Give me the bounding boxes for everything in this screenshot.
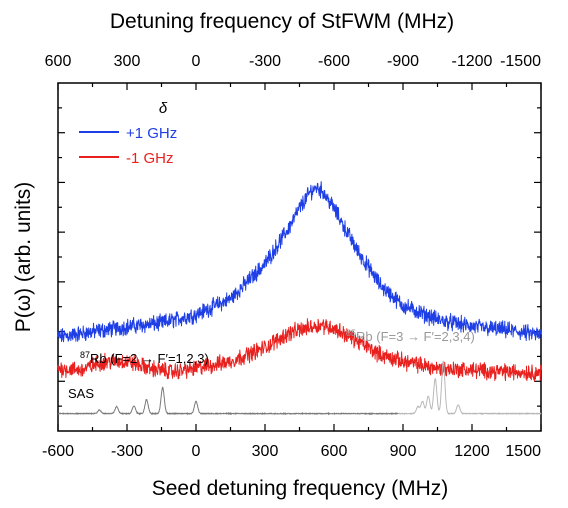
top-x-tick-label: -600 xyxy=(318,53,350,70)
top-x-tick-label: 600 xyxy=(45,53,72,70)
legend: δ +1 GHz -1 GHz xyxy=(79,100,177,167)
x-axis-title: Seed detuning frequency (MHz) xyxy=(152,477,449,500)
top-x-tick-label: -1200 xyxy=(452,53,493,70)
top-tick-labels: 600 300 0 -300 -600 -900 -1200 -1500 xyxy=(45,53,541,70)
rb87-label: 87Rb (F=2 → F′=1,2,3) xyxy=(80,350,209,366)
x-tick-label: -600 xyxy=(42,443,74,460)
x-tick-label: 900 xyxy=(390,443,417,460)
legend-title: δ xyxy=(159,100,168,117)
sas-label: SAS xyxy=(68,386,94,401)
top-x-tick-label: 0 xyxy=(192,53,201,70)
top-x-tick-label: 300 xyxy=(114,53,141,70)
x-tick-label: 600 xyxy=(321,443,348,460)
x-tick-label: 0 xyxy=(192,443,201,460)
x-tick-label: 1500 xyxy=(505,443,541,460)
series-line-minus-1ghz xyxy=(57,318,542,382)
top-axis-title: Detuning frequency of StFWM (MHz) xyxy=(110,10,454,33)
sas-line-rb87 xyxy=(57,386,399,416)
sas-line-rb85 xyxy=(397,360,542,416)
x-tick-label: 300 xyxy=(252,443,279,460)
x-tick-label: -300 xyxy=(111,443,143,460)
top-x-tick-label: -900 xyxy=(387,53,419,70)
series-line-plus-1ghz xyxy=(57,181,542,343)
rb85-label: 85Rb (F=3 → F′=2,3,4) xyxy=(346,328,475,344)
x-tick-label: 1200 xyxy=(454,443,490,460)
top-x-tick-label: -1500 xyxy=(500,53,541,70)
top-x-tick-label: -300 xyxy=(249,53,281,70)
legend-label-minus-1ghz: -1 GHz xyxy=(126,150,174,167)
legend-label-plus-1ghz: +1 GHz xyxy=(126,125,177,142)
bottom-tick-labels: -600 -300 0 300 600 900 1200 1500 xyxy=(42,443,541,460)
y-axis-title: P(ω) (arb. units) xyxy=(12,182,35,333)
